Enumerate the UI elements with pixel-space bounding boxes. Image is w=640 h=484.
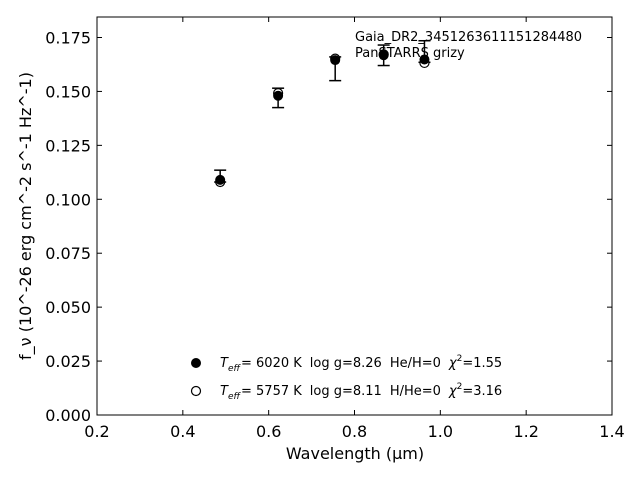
legend-marker-filled	[191, 358, 201, 368]
model-point-filled	[215, 174, 226, 185]
data-points	[215, 49, 430, 188]
y-tick-label: 0.050	[45, 298, 91, 317]
y-tick-label: 0.100	[45, 190, 91, 209]
plot-area	[96, 16, 613, 416]
annotation-object-id: Gaia_DR2_3451263611151284480	[355, 30, 582, 45]
x-tick-label: 1.2	[513, 422, 538, 441]
legend-marker-open	[190, 385, 202, 397]
x-tick-label: 0.6	[256, 422, 281, 441]
x-tick-label: 0.8	[342, 422, 367, 441]
model-point-filled	[330, 55, 341, 66]
model-point-filled	[273, 90, 284, 101]
x-axis-label: Wavelength (μm)	[286, 444, 424, 463]
y-tick-label: 0.125	[45, 136, 91, 155]
annotation-survey: PanSTARRS grizy	[355, 46, 465, 61]
x-tick-label: 0.4	[170, 422, 195, 441]
y-tick-label: 0.150	[45, 82, 91, 101]
y-tick-label: 0.075	[45, 244, 91, 263]
y-tick-label: 0.000	[45, 406, 91, 425]
axis-ticks: 0.2 0.4 0.6 0.8 1.0 1.2 1.4 0.000 0.025 0.050 0.07…	[45, 17, 625, 441]
y-tick-label: 0.175	[45, 28, 91, 47]
x-tick-label: 1.4	[599, 422, 624, 441]
x-tick-label: 0.2	[84, 422, 109, 441]
x-tick-label: 1.0	[428, 422, 453, 441]
model-point-filled	[378, 50, 389, 61]
y-axis-label: f_ν (10^-26 erg cm^-2 s^-1 Hz^-1)	[16, 72, 36, 360]
y-tick-label: 0.025	[45, 352, 91, 371]
model-point-filled	[419, 54, 430, 65]
